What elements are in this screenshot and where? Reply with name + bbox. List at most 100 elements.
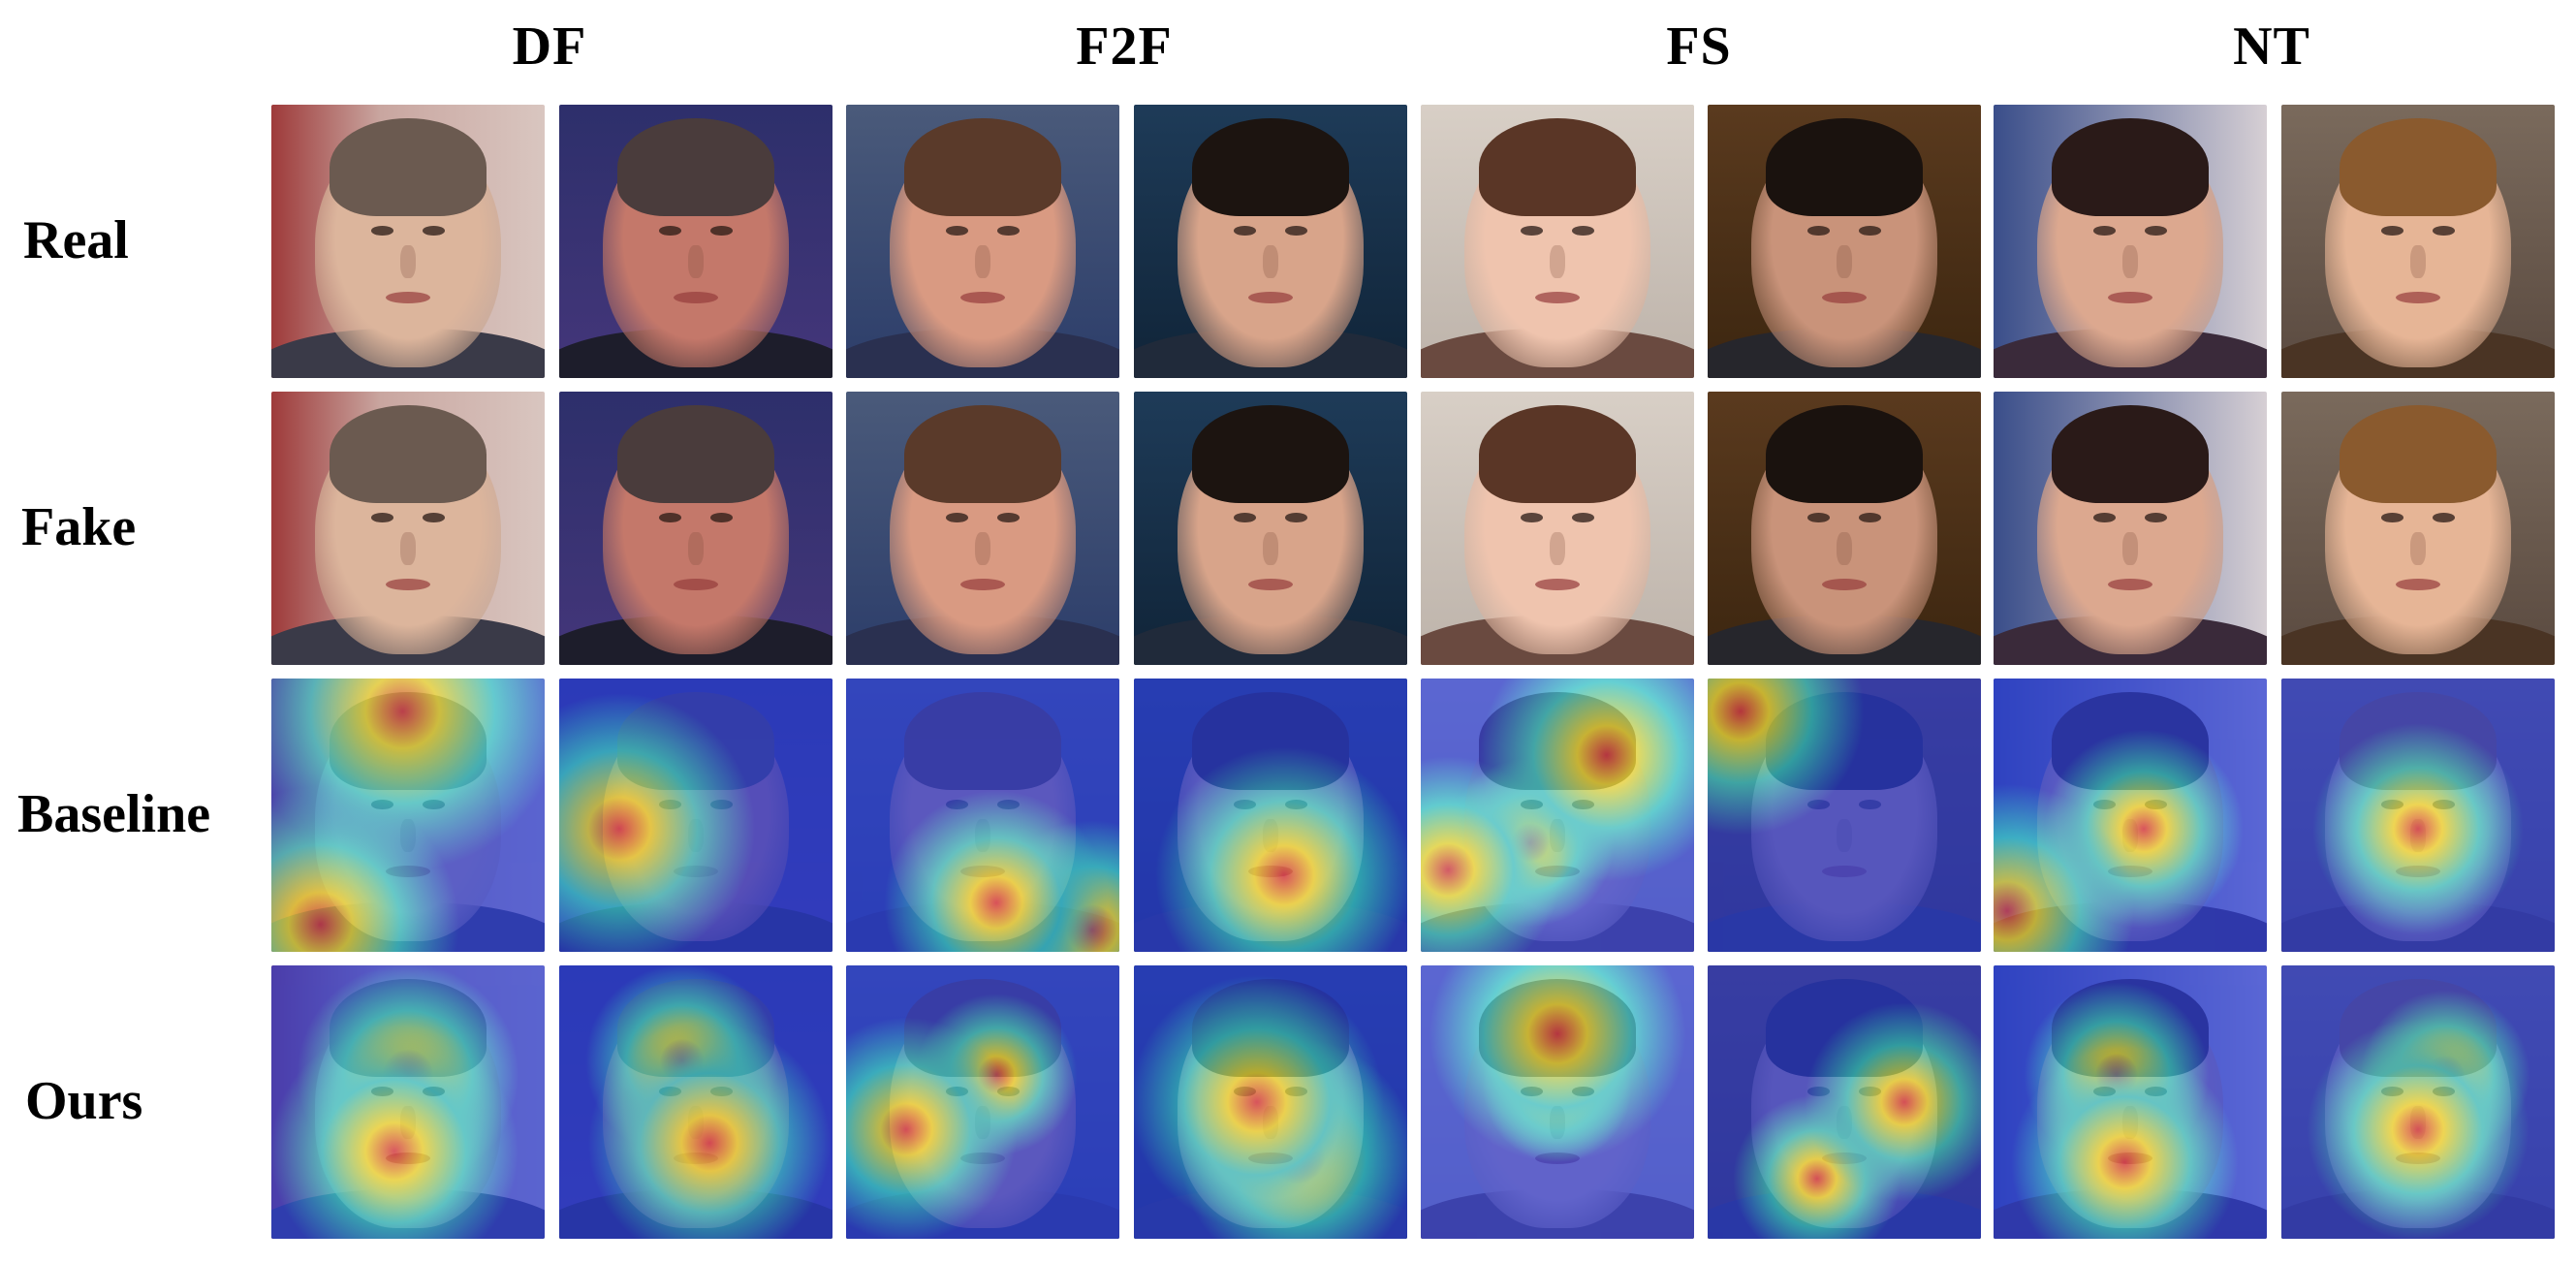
- face: [2037, 404, 2223, 654]
- eye-r: [1859, 226, 1882, 236]
- face: [1178, 117, 1364, 367]
- row-label-fake: Fake: [21, 497, 137, 557]
- eye-r: [1572, 226, 1595, 236]
- mouth: [673, 579, 718, 591]
- mouth: [2395, 579, 2440, 591]
- heatmap-overlay: [2281, 965, 2555, 1239]
- heatmap-overlay: [1421, 965, 1694, 1239]
- eye-l: [2380, 513, 2403, 522]
- face-image-fake-1: [271, 392, 545, 665]
- hair: [904, 404, 1061, 504]
- eye-l: [1520, 513, 1543, 522]
- face-image-real-3: [846, 105, 1119, 378]
- face-image-fake-8: [2281, 392, 2555, 665]
- mouth: [959, 292, 1005, 304]
- face: [603, 404, 789, 654]
- hair: [1479, 404, 1636, 504]
- heatmap-overlay: [271, 965, 545, 1239]
- mouth: [2395, 292, 2440, 304]
- mouth: [1247, 579, 1293, 591]
- heatmap-overlay: [1994, 965, 2267, 1239]
- nose: [2122, 244, 2138, 278]
- face-image-ours-6: [1708, 965, 1981, 1239]
- eye-r: [1285, 513, 1308, 522]
- row-label-baseline: Baseline: [17, 784, 211, 844]
- eye-l: [1806, 226, 1830, 236]
- nose: [400, 244, 416, 278]
- nose: [2122, 531, 2138, 565]
- face: [315, 404, 501, 654]
- face: [1751, 404, 1937, 654]
- mouth: [1534, 579, 1580, 591]
- face-image-fake-4: [1134, 392, 1407, 665]
- heatmap-overlay: [1134, 965, 1407, 1239]
- hair: [2340, 117, 2497, 217]
- face: [603, 117, 789, 367]
- eye-r: [2433, 226, 2456, 236]
- face: [1178, 404, 1364, 654]
- face-image-baseline-5: [1421, 679, 1694, 952]
- hair: [1479, 117, 1636, 217]
- face-image-real-8: [2281, 105, 2555, 378]
- nose: [975, 244, 990, 278]
- mouth: [385, 292, 430, 304]
- nose: [1263, 531, 1278, 565]
- face-image-ours-5: [1421, 965, 1694, 1239]
- eye-l: [1806, 513, 1830, 522]
- eye-l: [2092, 226, 2116, 236]
- hair: [2340, 404, 2497, 504]
- eye-l: [1520, 226, 1543, 236]
- mouth: [1821, 292, 1867, 304]
- face-image-real-1: [271, 105, 545, 378]
- hair: [1766, 117, 1923, 217]
- face: [890, 117, 1076, 367]
- face-image-baseline-3: [846, 679, 1119, 952]
- mouth: [2107, 292, 2152, 304]
- nose: [2410, 244, 2426, 278]
- hair: [617, 117, 774, 217]
- hair: [1766, 404, 1923, 504]
- eye-r: [2145, 226, 2168, 236]
- eye-r: [710, 513, 734, 522]
- eye-r: [423, 226, 446, 236]
- eye-l: [370, 226, 393, 236]
- eye-l: [1233, 226, 1256, 236]
- face: [2325, 117, 2511, 367]
- face: [2037, 117, 2223, 367]
- nose: [400, 531, 416, 565]
- nose: [1263, 244, 1278, 278]
- eye-r: [1572, 513, 1595, 522]
- eye-r: [1859, 513, 1882, 522]
- nose: [1837, 244, 1852, 278]
- row-label-real: Real: [23, 210, 129, 270]
- face: [1464, 117, 1650, 367]
- face-image-real-4: [1134, 105, 1407, 378]
- column-header-f2f: F2F: [1076, 16, 1173, 77]
- hair: [2052, 117, 2209, 217]
- heatmap-overlay: [1708, 965, 1981, 1239]
- face-image-real-7: [1994, 105, 2267, 378]
- hair: [617, 404, 774, 504]
- eye-l: [2092, 513, 2116, 522]
- mouth: [673, 292, 718, 304]
- nose: [975, 531, 990, 565]
- nose: [688, 244, 704, 278]
- face: [1751, 117, 1937, 367]
- face-image-ours-7: [1994, 965, 2267, 1239]
- face-image-fake-5: [1421, 392, 1694, 665]
- eye-l: [1233, 513, 1256, 522]
- hair: [1192, 404, 1349, 504]
- hair: [904, 117, 1061, 217]
- face-image-fake-2: [559, 392, 832, 665]
- face: [315, 117, 501, 367]
- heatmap-overlay: [1994, 679, 2267, 952]
- face-image-baseline-4: [1134, 679, 1407, 952]
- heatmap-overlay: [1421, 679, 1694, 952]
- eye-l: [945, 513, 968, 522]
- heatmap-overlay: [1134, 679, 1407, 952]
- column-header-nt: NT: [2233, 16, 2310, 77]
- face-image-real-5: [1421, 105, 1694, 378]
- face: [1464, 404, 1650, 654]
- nose: [1550, 531, 1565, 565]
- face-image-fake-6: [1708, 392, 1981, 665]
